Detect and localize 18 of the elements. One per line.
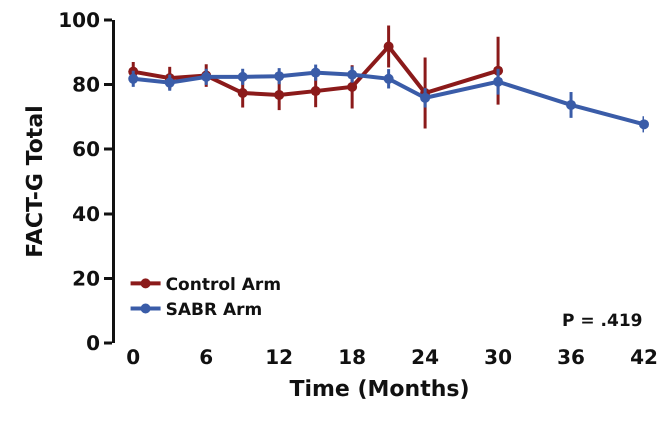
x-tick-label: 18 (338, 345, 366, 369)
y-tick-label: 40 (72, 202, 100, 226)
y-tick-label: 20 (72, 266, 100, 290)
legend-label: Control Arm (166, 275, 282, 296)
x-tick-label: 24 (411, 345, 440, 369)
x-axis-title: Time (Months) (289, 376, 470, 402)
x-tick-label: 12 (265, 345, 294, 369)
x-tick-label: 36 (557, 345, 585, 369)
y-tick-label: 60 (72, 137, 100, 162)
x-tick-label: 30 (484, 345, 512, 369)
x-tick-label: 0 (126, 345, 140, 369)
y-tick-label: 80 (72, 72, 100, 97)
x-tick-label: 42 (630, 345, 658, 369)
y-axis-title: FACT-G Total (23, 105, 48, 258)
annotation: P = .419 (562, 311, 642, 331)
y-tick-label: 100 (58, 8, 100, 32)
legend-label: SABR Arm (166, 300, 262, 320)
x-tick-label: 6 (199, 345, 214, 369)
